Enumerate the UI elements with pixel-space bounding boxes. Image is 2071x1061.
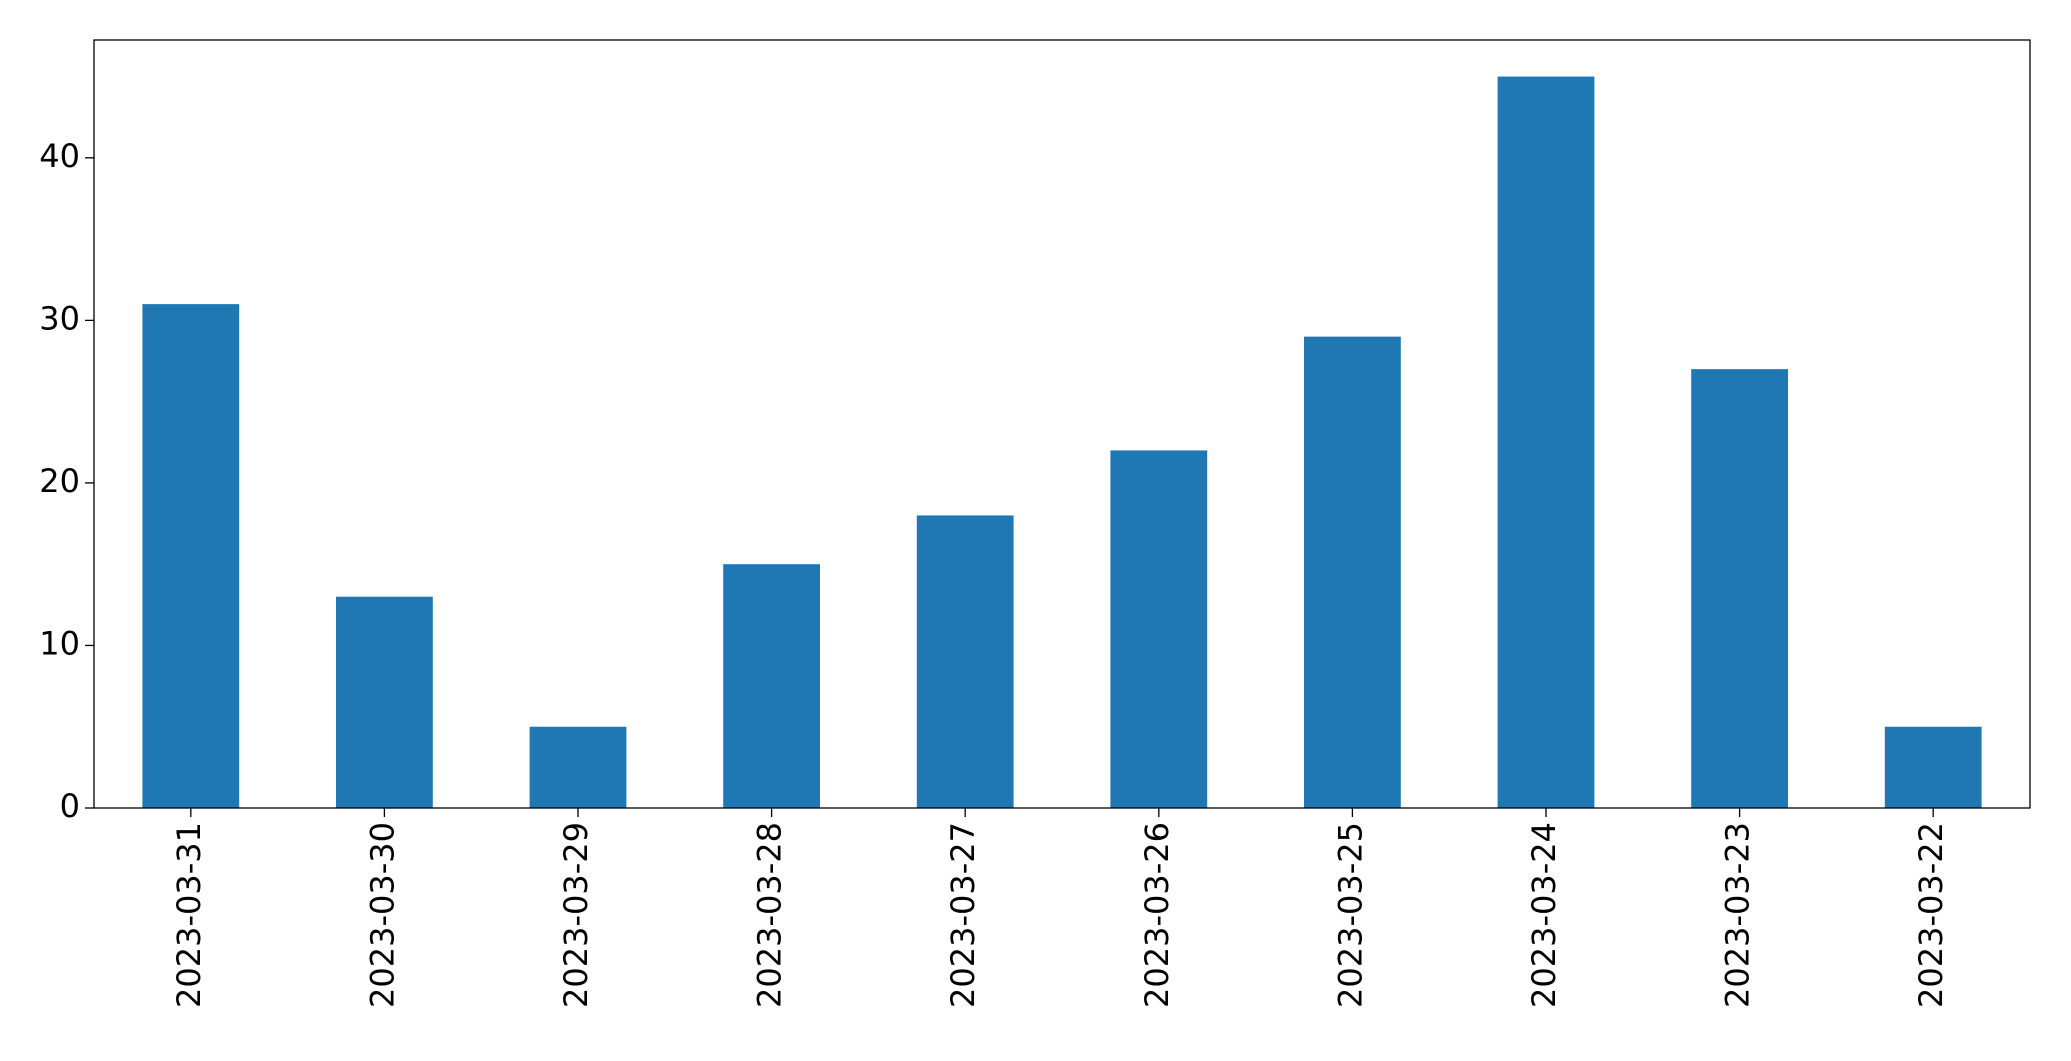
- x-tick-label: 2023-03-22: [1912, 822, 1950, 1008]
- bar: [1497, 76, 1595, 809]
- bar: [1110, 450, 1208, 808]
- bar: [916, 515, 1014, 808]
- x-tick-label: 2023-03-27: [944, 822, 982, 1008]
- plot-frame: [93, 39, 2031, 809]
- x-tick-label: 2023-03-23: [1719, 822, 1757, 1008]
- x-tick-label: 2023-03-30: [363, 822, 401, 1008]
- bar: [723, 564, 820, 808]
- bar: [1304, 336, 1401, 808]
- bar: [1691, 369, 1788, 808]
- bar: [529, 726, 627, 808]
- y-tick-label: 20: [39, 462, 80, 500]
- x-tick-label: 2023-03-25: [1331, 822, 1369, 1008]
- bar: [1884, 726, 1982, 808]
- y-tick-label: 0: [60, 787, 80, 825]
- x-tick-label: 2023-03-24: [1525, 822, 1563, 1008]
- bar: [336, 596, 433, 808]
- bar: [142, 304, 240, 808]
- y-tick-label: 10: [39, 624, 80, 662]
- y-tick-label: 40: [39, 137, 80, 175]
- x-tick-label: 2023-03-29: [557, 822, 595, 1008]
- x-tick-label: 2023-03-26: [1138, 822, 1176, 1008]
- x-tick-label: 2023-03-31: [170, 822, 208, 1008]
- y-tick-label: 30: [39, 299, 80, 337]
- x-tick-label: 2023-03-28: [751, 822, 789, 1008]
